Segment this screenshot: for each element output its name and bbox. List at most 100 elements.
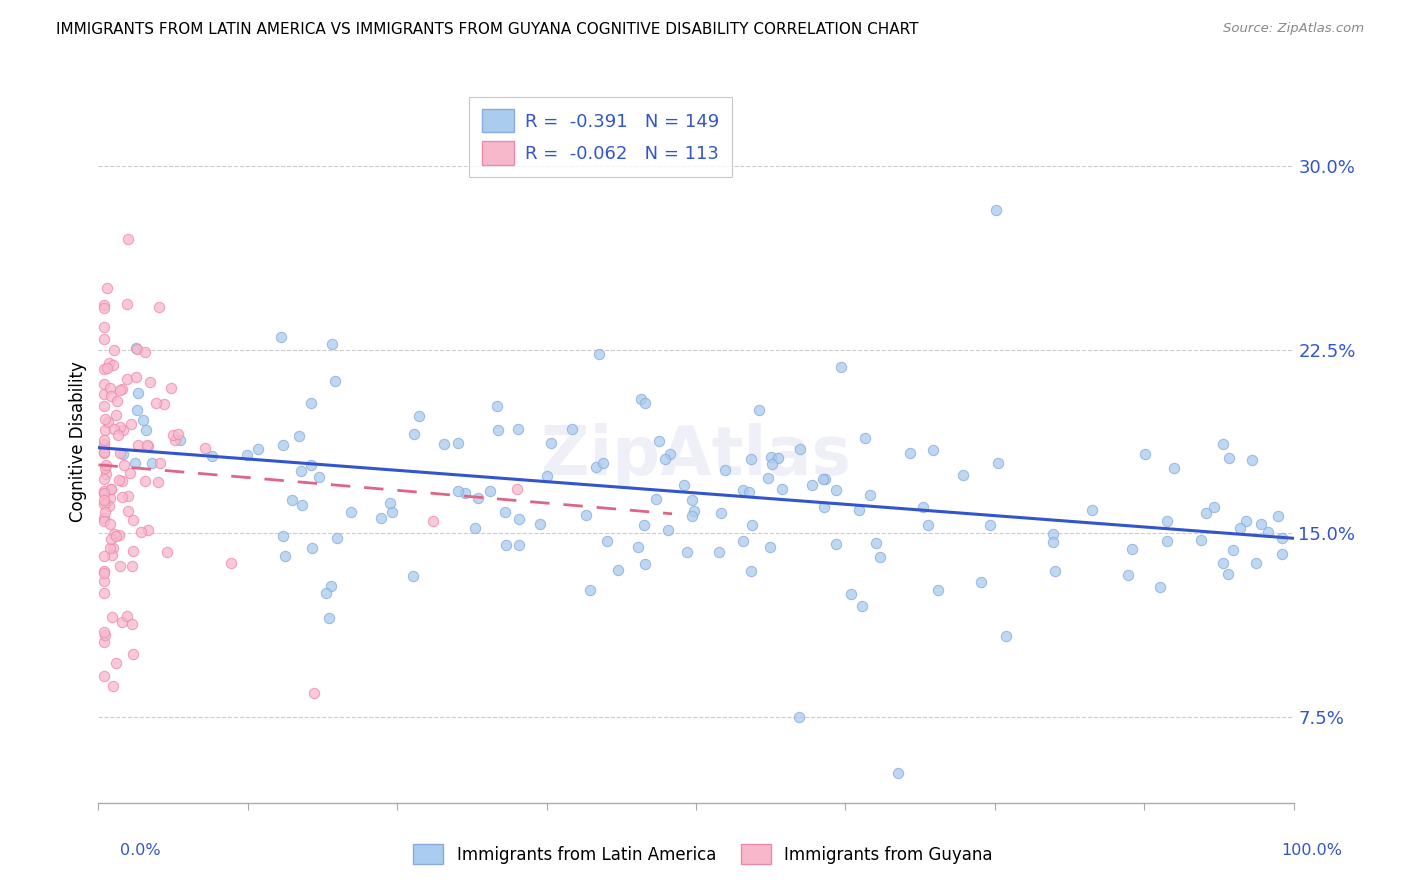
Point [93,486,115,500]
Point [148,301,170,315]
Point [93,332,115,346]
Point [644,492,666,507]
Point [129,524,152,539]
Point [162,427,184,442]
Point [93,511,115,525]
Point [122,648,145,662]
Point [787,710,810,724]
Point [1121,542,1143,557]
Point [291,498,314,512]
Point [274,549,297,563]
Point [112,458,135,472]
Point [101,679,124,693]
Point [995,629,1018,643]
Point [93,565,115,579]
Y-axis label: Cognitive Disability: Cognitive Disability [69,361,87,522]
Text: Source: ZipAtlas.com: Source: ZipAtlas.com [1223,22,1364,36]
Point [825,537,848,551]
Point [103,343,125,357]
Text: 0.0%: 0.0% [120,843,160,858]
Point [1043,564,1066,578]
Point [93,445,115,459]
Point [811,472,834,486]
Point [302,685,325,699]
Point [321,336,343,351]
Point [96,361,118,376]
Point [759,540,782,554]
Point [789,442,811,456]
Point [738,485,761,500]
Point [1212,437,1234,451]
Point [236,449,259,463]
Point [681,508,703,523]
Point [103,422,125,436]
Point [321,579,343,593]
Point [93,574,115,588]
Point [100,482,122,496]
Point [740,564,762,578]
Point [110,383,132,397]
Point [766,450,789,465]
Point [167,426,190,441]
Point [748,403,770,417]
Point [108,473,131,487]
Point [127,386,149,401]
Point [731,483,754,497]
Point [93,586,115,600]
Point [495,538,517,552]
Point [912,500,935,515]
Point [592,456,614,470]
Point [105,394,128,409]
Point [271,438,294,452]
Point [1267,509,1289,524]
Point [1195,506,1218,520]
Point [105,529,128,543]
Point [108,559,131,574]
Point [107,428,129,442]
Point [94,467,117,481]
Point [93,319,115,334]
Legend: Immigrants from Latin America, Immigrants from Guyana: Immigrants from Latin America, Immigrant… [406,838,1000,871]
Point [117,504,139,518]
Point [93,440,115,454]
Point [93,386,115,401]
Point [579,582,602,597]
Point [952,468,974,483]
Point [672,477,695,491]
Point [848,503,870,517]
Point [111,474,134,488]
Point [128,438,150,452]
Point [683,503,706,517]
Point [135,437,157,451]
Point [146,475,169,489]
Point [813,500,835,515]
Point [1236,514,1258,528]
Point [1271,531,1294,545]
Point [93,493,115,508]
Point [575,508,598,523]
Point [588,347,610,361]
Point [540,435,562,450]
Point [97,499,120,513]
Point [121,616,143,631]
Point [408,409,430,424]
Point [370,511,392,525]
Point [378,496,401,510]
Point [585,460,607,475]
Point [93,433,115,447]
Point [464,521,486,535]
Point [98,491,121,505]
Point [93,549,115,563]
Point [271,529,294,543]
Point [122,513,145,527]
Point [710,506,733,520]
Point [506,483,529,497]
Point [1156,534,1178,549]
Point [851,599,873,613]
Point [93,437,115,451]
Point [169,433,191,447]
Point [281,493,304,508]
Point [94,412,117,426]
Point [149,456,172,470]
Point [93,483,115,498]
